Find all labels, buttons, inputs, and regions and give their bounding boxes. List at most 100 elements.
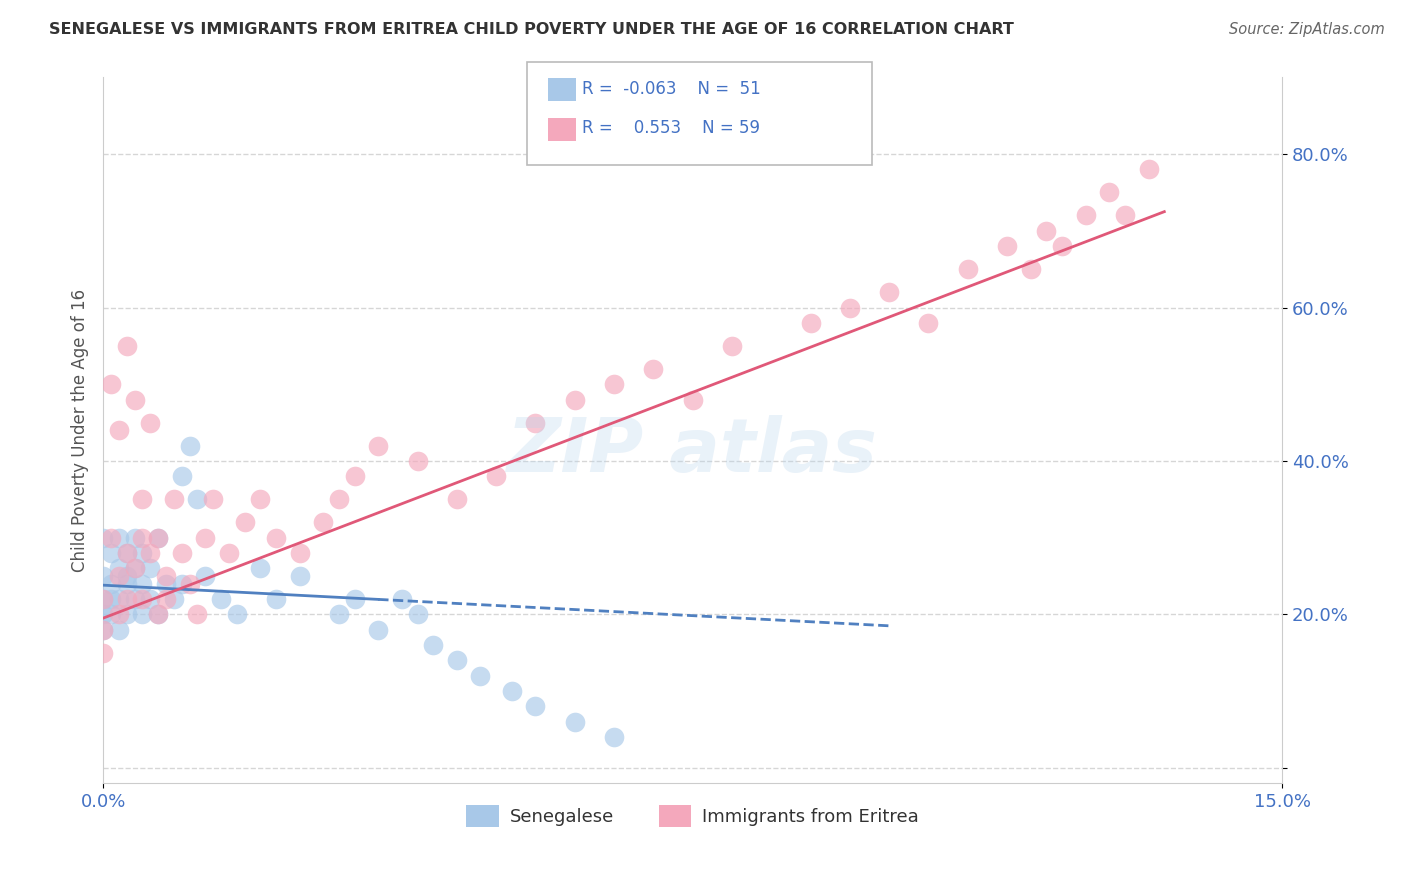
Point (524, 416, 547, 430)
Point (800, 316, 823, 330)
Point (264, 591, 287, 606)
Point (91, 607, 114, 622)
Point (108, 591, 131, 606)
Point (115, 546, 138, 560)
Point (91, 569, 114, 583)
Point (146, 607, 169, 622)
Point (249, 492, 271, 507)
Point (131, 492, 153, 507)
Point (115, 339, 138, 353)
Point (91, 591, 114, 606)
Point (1074, 209, 1097, 223)
Point (264, 531, 287, 545)
Point (186, 492, 208, 507)
Point (446, 492, 468, 507)
Point (328, 607, 350, 622)
Point (100, 546, 122, 560)
Text: Source: ZipAtlas.com: Source: ZipAtlas.com (1229, 22, 1385, 37)
Point (124, 561, 146, 575)
Point (225, 607, 247, 622)
Point (179, 439, 201, 453)
Point (1137, 162, 1160, 177)
Point (956, 262, 979, 277)
Point (91, 623, 114, 637)
Point (146, 607, 169, 622)
Point (146, 531, 169, 545)
Point (131, 591, 153, 606)
Point (108, 623, 131, 637)
Point (139, 591, 162, 606)
Point (524, 699, 547, 714)
Text: ZIP atlas: ZIP atlas (508, 415, 879, 488)
Point (288, 546, 311, 560)
Point (682, 392, 704, 407)
Text: R =    0.553    N = 59: R = 0.553 N = 59 (582, 119, 761, 136)
Point (108, 607, 131, 622)
Text: R =  -0.063    N =  51: R = -0.063 N = 51 (582, 80, 761, 98)
Point (1114, 209, 1136, 223)
Point (643, 362, 665, 376)
Point (155, 569, 177, 583)
Legend: Senegalese, Immigrants from Eritrea: Senegalese, Immigrants from Eritrea (458, 797, 927, 834)
Point (155, 576, 177, 591)
Point (100, 576, 122, 591)
Point (1098, 186, 1121, 200)
Point (1050, 239, 1073, 253)
Point (367, 623, 389, 637)
Point (917, 316, 939, 330)
Point (422, 638, 444, 652)
Point (367, 439, 389, 453)
Point (343, 469, 366, 483)
Point (202, 492, 225, 507)
Point (564, 714, 586, 729)
Point (131, 546, 153, 560)
Point (124, 531, 146, 545)
Point (100, 531, 122, 545)
Point (603, 377, 626, 392)
Point (391, 591, 413, 606)
Point (406, 454, 429, 468)
Point (343, 591, 366, 606)
Point (91, 591, 114, 606)
Point (312, 516, 335, 530)
Point (155, 591, 177, 606)
Point (115, 569, 138, 583)
Point (485, 469, 508, 483)
Point (209, 591, 232, 606)
Point (139, 546, 162, 560)
Point (163, 591, 186, 606)
Point (139, 416, 162, 430)
Text: SENEGALESE VS IMMIGRANTS FROM ERITREA CHILD POVERTY UNDER THE AGE OF 16 CORRELAT: SENEGALESE VS IMMIGRANTS FROM ERITREA CH… (49, 22, 1014, 37)
Point (115, 576, 138, 591)
Point (328, 492, 350, 507)
Point (108, 561, 131, 575)
Point (564, 392, 586, 407)
Point (186, 607, 208, 622)
Point (91, 531, 114, 545)
Point (446, 653, 468, 667)
Point (115, 546, 138, 560)
Point (100, 591, 122, 606)
Point (131, 576, 153, 591)
Point (721, 339, 744, 353)
Point (124, 392, 146, 407)
Point (218, 546, 240, 560)
Point (406, 607, 429, 622)
Point (124, 561, 146, 575)
Point (131, 607, 153, 622)
Point (131, 531, 153, 545)
Point (179, 576, 201, 591)
Point (108, 423, 131, 437)
Point (115, 591, 138, 606)
Point (139, 561, 162, 575)
Point (838, 301, 860, 315)
Point (1019, 262, 1042, 277)
Point (288, 569, 311, 583)
Point (91, 646, 114, 660)
Point (91, 623, 114, 637)
Point (501, 684, 523, 698)
Point (877, 285, 900, 300)
Point (194, 569, 217, 583)
Point (124, 591, 146, 606)
Point (1035, 224, 1057, 238)
